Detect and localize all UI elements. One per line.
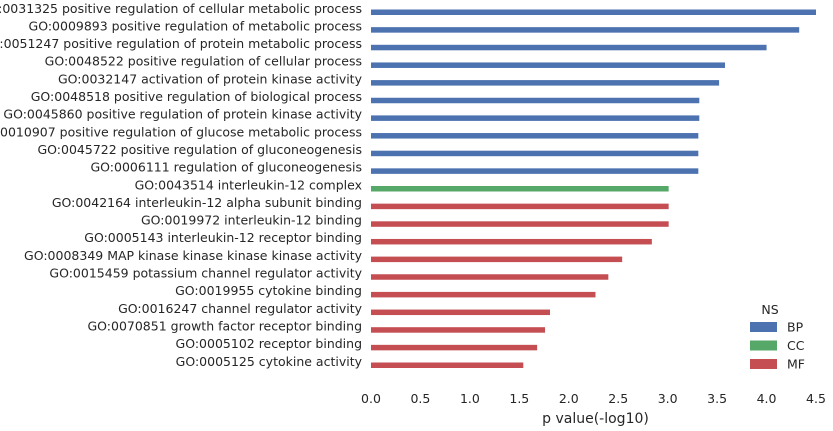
bar-4 <box>371 80 720 86</box>
category-label-6: GO:0045860 positive regulation of protei… <box>3 107 362 122</box>
category-label-10: GO:0043514 interleukin-12 complex <box>135 177 362 192</box>
category-label-16: GO:0019955 cytokine binding <box>175 283 362 298</box>
bar-7 <box>371 133 699 139</box>
bar-16 <box>371 291 596 298</box>
legend-label-mf: MF <box>787 357 805 372</box>
legend-label-cc: CC <box>787 338 805 353</box>
x-tick-label-3: 1.5 <box>509 391 529 406</box>
category-label-2: GO:0051247 positive regulation of protei… <box>0 36 362 51</box>
category-label-11: GO:0042164 interleukin-12 alpha subunit … <box>52 195 362 210</box>
legend-label-bp: BP <box>787 320 804 335</box>
bar-10 <box>371 186 669 192</box>
bar-9 <box>371 168 699 174</box>
category-label-8: GO:0045722 positive regulation of glucon… <box>38 142 363 157</box>
category-label-18: GO:0070851 growth factor receptor bindin… <box>87 318 362 333</box>
x-tick-label-9: 4.5 <box>806 391 826 406</box>
category-labels-layer: GO:0031325 positive regulation of cellul… <box>0 1 363 369</box>
x-tick-label-1: 0.5 <box>410 391 430 406</box>
x-tick-label-8: 4.0 <box>757 391 777 406</box>
bar-14 <box>371 256 623 263</box>
category-label-9: GO:0006111 regulation of gluconeogenesis <box>91 160 363 175</box>
bar-11 <box>371 203 669 210</box>
legend-swatch-cc <box>750 340 777 351</box>
category-label-20: GO:0005125 cytokine activity <box>176 354 363 369</box>
bar-8 <box>371 150 699 157</box>
bar-0 <box>371 9 816 15</box>
category-label-17: GO:0016247 channel regulator activity <box>118 301 362 316</box>
x-tick-labels-layer: 0.0 0.5 1.0 1.5 2.0 2.5 3.0 3.5 4.0 4.5 <box>361 391 826 406</box>
x-tick-label-4: 2.0 <box>559 391 579 406</box>
bar-2 <box>371 44 767 51</box>
bar-20 <box>371 362 524 368</box>
bar-15 <box>371 274 609 280</box>
legend-swatch-mf <box>750 359 777 369</box>
bars-layer <box>371 9 816 368</box>
category-label-7: GO:0010907 positive regulation of glucos… <box>0 124 362 139</box>
bar-19 <box>371 344 538 351</box>
category-label-0: GO:0031325 positive regulation of cellul… <box>0 1 362 16</box>
category-label-4: GO:0032147 activation of protein kinase … <box>58 71 363 86</box>
category-label-19: GO:0005102 receptor binding <box>176 336 362 351</box>
legend: NS BP CC MF <box>750 302 805 372</box>
x-tick-label-2: 1.0 <box>460 391 480 406</box>
category-label-14: GO:0008349 MAP kinase kinase kinase kina… <box>24 248 363 263</box>
category-label-12: GO:0019972 interleukin-12 binding <box>141 213 362 228</box>
bar-17 <box>371 309 550 316</box>
x-tick-label-5: 2.5 <box>608 391 628 406</box>
x-axis-title: p value(-log10) <box>542 411 649 427</box>
category-label-13: GO:0005143 interleukin-12 receptor bindi… <box>84 230 362 245</box>
bar-12 <box>371 221 669 227</box>
category-label-15: GO:0015459 potassium channel regulator a… <box>49 266 362 281</box>
bar-6 <box>371 115 700 121</box>
legend-title: NS <box>761 302 778 317</box>
x-tick-label-7: 3.5 <box>707 391 727 406</box>
bar-1 <box>371 27 800 33</box>
bar-18 <box>371 327 546 333</box>
bar-13 <box>371 238 652 245</box>
category-label-3: GO:0048522 positive regulation of cellul… <box>45 54 362 69</box>
x-tick-label-6: 3.0 <box>658 391 678 406</box>
bar-5 <box>371 97 700 104</box>
category-label-1: GO:0009893 positive regulation of metabo… <box>29 18 362 33</box>
x-tick-label-0: 0.0 <box>361 391 381 406</box>
legend-swatch-bp <box>750 322 777 332</box>
category-label-5: GO:0048518 positive regulation of biolog… <box>31 89 362 104</box>
bar-3 <box>371 62 726 68</box>
